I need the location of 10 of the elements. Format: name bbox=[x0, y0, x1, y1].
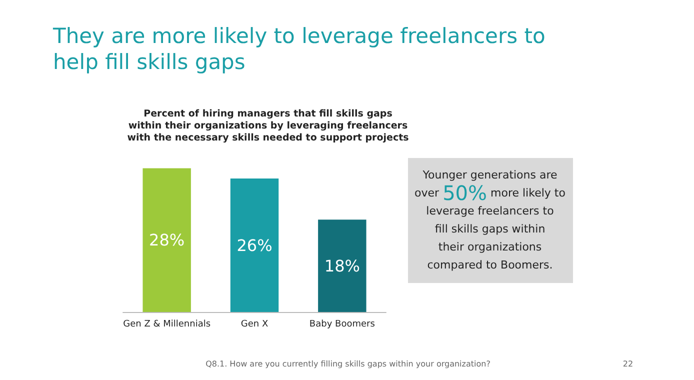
text: Q8.1. How are you currently filling skills gaps within your organization? bbox=[206, 360, 490, 368]
x-tick-label: Gen X bbox=[240, 320, 268, 330]
data-label: 28% bbox=[149, 230, 185, 250]
x-tick-label: Baby Boomers bbox=[309, 320, 376, 330]
x-tick-label: Gen Z & Millennials bbox=[123, 320, 211, 330]
chart-subtitle: Percent of hiring managers that fill skills gaps within their organizations by leveraging freelancers with the necessary skills needed to support projects bbox=[127, 108, 410, 144]
data-label: 18% bbox=[324, 256, 360, 276]
chart-title: They are more likely to leverage freelancers to help fill skills gaps bbox=[52, 24, 546, 74]
data-label: 26% bbox=[236, 236, 272, 255]
text: 22 bbox=[622, 360, 634, 368]
